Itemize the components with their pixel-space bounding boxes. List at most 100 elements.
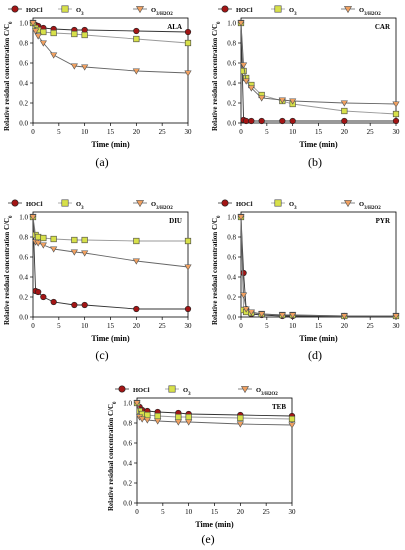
x-tick-label: 5 — [57, 322, 61, 330]
x-axis-label: Time (min) — [91, 140, 130, 149]
x-tick-label: 30 — [393, 128, 401, 136]
legend-label-hocl: HOCl — [133, 387, 150, 394]
data-point-o3 — [133, 35, 140, 43]
panel-label: ALA — [167, 23, 182, 31]
legend-label-o3h2o2: O3/H2O2 — [151, 201, 173, 211]
y-tick-label: 1.0 — [227, 214, 236, 222]
data-point-o3h2o2 — [258, 311, 266, 318]
panel-label: TEB — [272, 403, 286, 411]
data-point-hocl — [50, 298, 57, 306]
data-point-o3h2o2 — [340, 313, 348, 320]
data-point-o3h2o2 — [236, 421, 244, 428]
data-point-o3h2o2 — [39, 242, 47, 249]
x-tick-label: 15 — [315, 322, 323, 330]
x-tick-label: 30 — [185, 128, 193, 136]
y-tick-label: 1.0 — [19, 214, 28, 222]
data-point-o3h2o2 — [340, 100, 348, 107]
data-point-o3 — [50, 29, 57, 37]
x-tick-label: 30 — [185, 322, 193, 330]
x-tick-label: 30 — [289, 508, 297, 516]
x-tick-label: 20 — [341, 322, 349, 330]
data-point-o3h2o2 — [143, 417, 151, 424]
data-point-o3 — [40, 28, 47, 36]
data-point-o3 — [341, 107, 348, 115]
legend-marker-hocl — [221, 199, 229, 207]
legend-label-hocl: HOCl — [26, 7, 43, 14]
x-tick-label: 25 — [159, 128, 167, 136]
y-axis-label: Relative residual concentration C/C0 — [211, 215, 222, 325]
x-tick-label: 5 — [265, 322, 269, 330]
series-line-hocl — [240, 216, 396, 317]
data-point-hocl — [71, 301, 78, 309]
data-point-o3 — [237, 414, 244, 422]
data-point-o3h2o2 — [289, 312, 297, 319]
y-tick-label: 0.0 — [227, 314, 236, 322]
y-tick-label: 0.2 — [227, 294, 236, 302]
data-point-hocl — [341, 117, 348, 125]
panel-label: DIU — [169, 217, 182, 225]
data-point-o3h2o2 — [184, 70, 192, 77]
data-point-o3 — [133, 237, 140, 245]
legend-label-o3: O3 — [76, 7, 84, 17]
x-tick-label: 15 — [315, 128, 323, 136]
data-point-o3 — [40, 234, 47, 242]
data-point-o3h2o2 — [29, 214, 37, 221]
y-tick-label: 0.2 — [19, 100, 28, 108]
data-point-o3 — [71, 236, 78, 244]
legend-label-o3: O3 — [76, 201, 84, 211]
y-tick-label: 0.6 — [123, 440, 132, 448]
data-point-o3h2o2 — [289, 98, 297, 105]
legend-label-hocl: HOCl — [236, 201, 253, 208]
y-tick-label: 0.8 — [123, 420, 132, 428]
data-point-o3h2o2 — [70, 249, 78, 256]
data-point-o3h2o2 — [288, 422, 296, 429]
data-point-o3h2o2 — [34, 240, 42, 247]
x-tick-label: 25 — [367, 322, 375, 330]
legend-label-o3h2o2: O3/H2O2 — [359, 201, 381, 211]
data-point-o3 — [35, 233, 42, 241]
data-point-o3h2o2 — [70, 63, 78, 70]
legend-label-hocl: HOCl — [26, 201, 43, 208]
data-point-hocl — [81, 301, 88, 309]
data-point-o3h2o2 — [185, 419, 193, 426]
x-tick-label: 10 — [81, 128, 89, 136]
x-tick-label: 0 — [31, 128, 35, 136]
panel-0: HOCl O3 O3/H2O2 0 5 10 15 20 25 30 0.0 0.2 0.4 0.6 0.8… — [3, 5, 193, 149]
y-tick-label: 0.4 — [227, 274, 236, 282]
series-line-o3h2o2 — [240, 216, 396, 317]
y-tick-label: 0.6 — [19, 60, 28, 68]
data-point-o3h2o2 — [239, 292, 248, 299]
caption-d: (d) — [308, 348, 322, 362]
data-point-o3h2o2 — [184, 264, 192, 271]
data-point-o3h2o2 — [154, 418, 162, 425]
legend-marker-o3h2o2 — [135, 6, 145, 14]
data-point-o3h2o2 — [138, 416, 146, 423]
panel-2: HOCl O3 O3/H2O2 0 5 10 15 20 25 30 0.0 0.2 0.4 0.6 0.8… — [3, 199, 193, 343]
series-line-o3 — [240, 22, 397, 115]
x-tick-label: 5 — [161, 508, 165, 516]
data-point-o3 — [154, 412, 161, 420]
y-tick-label: 0.0 — [227, 120, 236, 128]
panel-1: HOCl O3 O3/H2O2 0 5 10 15 20 25 30 0.0 0.2 0.4 0.6 0.8… — [211, 5, 401, 149]
panel-4: HOCl O3 O3/H2O2 0 5 10 15 20 25 30 0.0 0.2 0.4 0.6 0.8… — [107, 385, 297, 529]
data-point-hocl — [392, 117, 400, 125]
data-point-o3h2o2 — [81, 64, 89, 71]
data-point-o3h2o2 — [247, 309, 255, 316]
x-tick-label: 5 — [265, 128, 269, 136]
x-tick-label: 20 — [133, 128, 141, 136]
data-point-o3h2o2 — [237, 214, 245, 221]
series-line-o3h2o2 — [240, 22, 397, 105]
x-tick-label: 25 — [263, 508, 271, 516]
x-tick-label: 0 — [135, 508, 139, 516]
y-tick-label: 0.0 — [19, 120, 28, 128]
data-point-hocl — [40, 293, 47, 301]
data-point-hocl — [133, 305, 140, 313]
y-axis-label: Relative residual concentration C/C0 — [3, 21, 14, 131]
caption-c: (c) — [95, 348, 109, 362]
x-axis-label: Time (min) — [299, 334, 338, 343]
data-point-o3 — [185, 413, 192, 421]
data-point-hocl — [133, 27, 140, 35]
y-tick-label: 0.4 — [19, 274, 28, 282]
legend-label-hocl: HOCl — [236, 7, 253, 14]
